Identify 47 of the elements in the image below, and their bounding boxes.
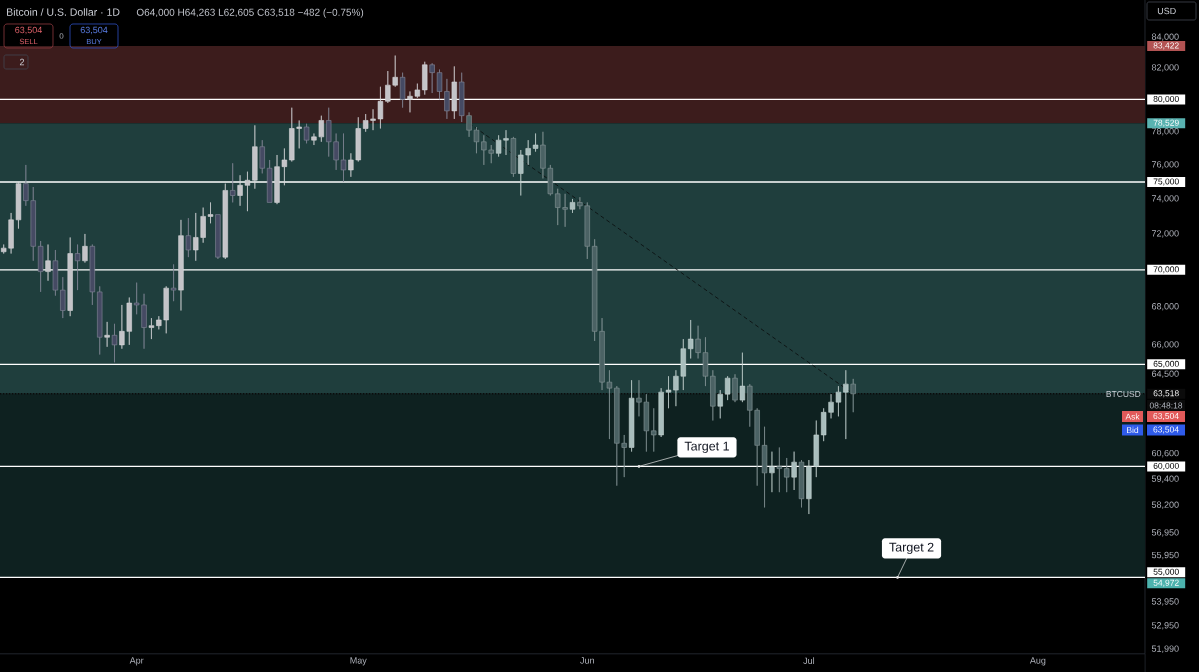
ref-line-label: 65,000 bbox=[1153, 360, 1179, 368]
annotation: Target 1 bbox=[684, 441, 729, 453]
annotation: Bid bbox=[1127, 426, 1139, 434]
text: 63,504 bbox=[1153, 412, 1179, 420]
annotation: 63,504 bbox=[80, 26, 108, 35]
y-tick-label: 74,000 bbox=[1151, 195, 1179, 203]
ref-line-label: 55,000 bbox=[1153, 568, 1179, 576]
y-tick-label: 76,000 bbox=[1151, 161, 1179, 169]
ref-line-label: 80,000 bbox=[1153, 95, 1179, 103]
y-tick-label: 68,000 bbox=[1151, 303, 1179, 311]
ref-line-label: 60,000 bbox=[1153, 462, 1179, 470]
x-tick-label: Aug bbox=[1029, 657, 1046, 666]
x-tick-label: Jul bbox=[803, 657, 815, 664]
ref-line-label: 75,000 bbox=[1153, 178, 1179, 186]
y-tick-label: 56,950 bbox=[1151, 529, 1179, 537]
annotation: Target 2 bbox=[889, 542, 934, 555]
band-label: 54,972 bbox=[1153, 579, 1179, 587]
y-tick-label: 84,000 bbox=[1151, 33, 1179, 41]
y-tick-label: 53,950 bbox=[1151, 598, 1179, 606]
y-tick-label: 51,990 bbox=[1151, 645, 1179, 653]
annotation: 0 bbox=[59, 33, 64, 39]
annotation: 2 bbox=[19, 58, 25, 66]
y-tick-label: 60,600 bbox=[1151, 449, 1179, 458]
y-tick-label: 55,950 bbox=[1151, 551, 1179, 560]
y-tick-label: 82,000 bbox=[1151, 64, 1179, 72]
y-tick-label: 64,500 bbox=[1151, 370, 1179, 378]
y-tick-label: 66,000 bbox=[1151, 341, 1179, 349]
y-tick-label: 52,950 bbox=[1151, 622, 1179, 630]
annotation: 63,504 bbox=[15, 26, 42, 35]
x-tick-label: Apr bbox=[129, 657, 144, 666]
y-tick-label: 59,400 bbox=[1151, 475, 1179, 483]
x-tick-label: Jun bbox=[580, 657, 594, 664]
annotation: Ask bbox=[1125, 413, 1140, 420]
text: 08:48:18 bbox=[1149, 402, 1183, 409]
text: O64,000 H64,263 L62,605 C63,518 −482 (−0.75%) bbox=[136, 8, 364, 18]
annotation: BTCUSD bbox=[1106, 390, 1141, 397]
x-tick-label: May bbox=[350, 657, 367, 666]
text: Bitcoin / U.S. Dollar · 1D bbox=[7, 8, 120, 16]
band-label: 78,529 bbox=[1153, 119, 1179, 127]
y-tick-label: 58,200 bbox=[1151, 501, 1179, 509]
ref-line-label: 70,000 bbox=[1153, 266, 1179, 274]
ref-line-label: 63,518 bbox=[1153, 390, 1179, 398]
y-tick-label: 78,000 bbox=[1151, 128, 1179, 136]
text: 63,504 bbox=[1153, 426, 1179, 434]
y-tick-label: 72,000 bbox=[1151, 230, 1179, 238]
text: USD bbox=[1157, 7, 1176, 15]
band-label: 83,422 bbox=[1153, 42, 1179, 50]
